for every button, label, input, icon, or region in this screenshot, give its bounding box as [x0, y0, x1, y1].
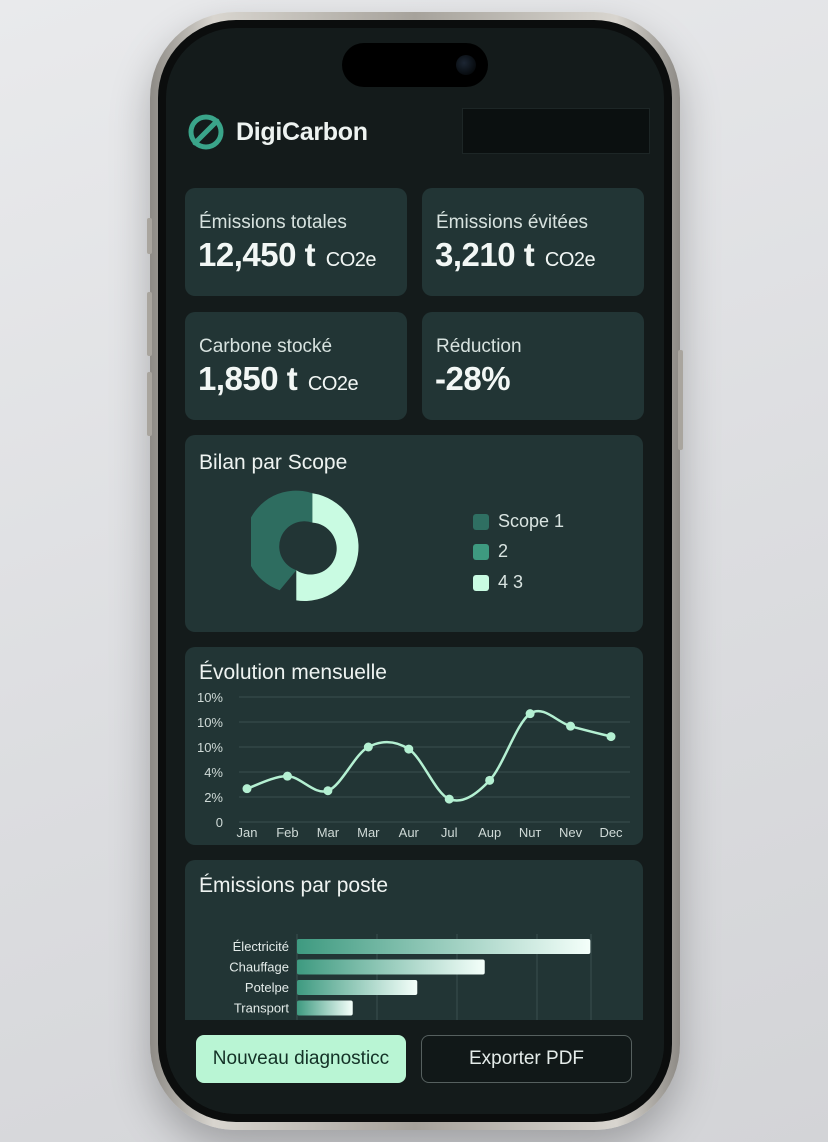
camera-icon [456, 55, 476, 75]
donut-segment-scope-3 [296, 493, 359, 602]
x-tick-label: Jan [237, 825, 258, 840]
kpi-label: Carbone stocké [199, 336, 333, 357]
legend-item-scope-2: 2 [473, 541, 508, 562]
monthly-line-chart: 10% 10% 10% 4% 2% 0 Jan Feb Mar Mar Aur Jul Aup Nuт Ne… [197, 690, 630, 840]
kpi-value: 1,850 t CO2e [198, 360, 359, 397]
kpi-label: Réduction [436, 336, 522, 357]
kpi-card-avoided-emissions[interactable]: Émissions évitées 3,210 t CO2e [422, 188, 644, 296]
volume-down-button [147, 372, 152, 436]
series-line [246, 710, 612, 802]
legend-label: 4 3 [498, 572, 524, 592]
kpi-card-stored-carbon[interactable]: Carbone stocké 1,850 t CO2e [185, 312, 407, 420]
bar [297, 1000, 353, 1016]
x-tick-label: Mar [317, 825, 340, 840]
kpi-value: 3,210 t CO2e [435, 236, 596, 273]
data-point [242, 784, 252, 794]
y-tick-label: 2% [204, 790, 223, 805]
bar-label: Électricité [233, 939, 289, 954]
export-pdf-button[interactable]: Exporter PDF [421, 1035, 632, 1083]
x-tick-label: Dec [599, 825, 623, 840]
x-tick-label: Jul [441, 825, 458, 840]
legend-label: Scope 1 [498, 511, 565, 531]
y-tick-label: 10% [197, 715, 223, 730]
monthly-card[interactable]: Évolution mensuelle 10% 10% 10% 4% 2% 0 Jan Feb… [185, 647, 643, 845]
scope-title: Bilan par Scope [199, 451, 348, 474]
volume-up-button [147, 292, 152, 356]
data-point [566, 721, 576, 731]
x-tick-label: Aup [478, 825, 501, 840]
legend-swatch [473, 574, 489, 591]
data-point [485, 775, 495, 785]
scope-card[interactable]: Bilan par Scope Scope 1 2 4 3 [185, 435, 643, 632]
legend-item-scope-1: Scope 1 [473, 511, 564, 532]
bar [297, 980, 418, 995]
data-point [323, 786, 333, 796]
power-button [678, 350, 683, 450]
kpi-label: Émissions totales [199, 212, 347, 233]
x-tick-label: Nev [559, 825, 583, 840]
legend-swatch [473, 513, 489, 530]
data-point [404, 744, 414, 754]
app-screen: DigiCarbon Émissions totales 12,450 t CO… [166, 28, 664, 1114]
x-tick-label: Mar [357, 825, 380, 840]
silent-switch [147, 218, 152, 254]
dynamic-island [342, 43, 488, 87]
new-diagnostic-button[interactable]: Nouveau diagnosticc [196, 1035, 406, 1083]
scope-donut-chart [251, 490, 359, 602]
legend-swatch [473, 543, 489, 560]
donut-segment-scope-1 [251, 490, 313, 591]
data-point [282, 771, 292, 781]
legend-item-scope-3: 4 3 [473, 572, 523, 593]
x-tick-label: Feb [276, 825, 298, 840]
app-name: DigiCarbon [236, 117, 368, 146]
y-tick-label: 10% [197, 740, 223, 755]
app-header: DigiCarbon [186, 112, 368, 152]
poste-card[interactable]: Émissions par poste Électricité Chauffage… [185, 860, 643, 1036]
header-placeholder-box [462, 108, 650, 154]
data-point [444, 794, 454, 804]
bar [297, 959, 485, 975]
data-point [606, 732, 616, 742]
bar-label: Chauffage [229, 960, 289, 975]
kpi-value: -28% [435, 360, 511, 397]
y-tick-label: 10% [197, 690, 223, 705]
bar-label: Transport [234, 1001, 290, 1016]
monthly-title: Évolution mensuelle [199, 661, 387, 684]
poste-bar-chart: ÉlectricitéChauffagePotelpeTransportTran… [229, 934, 592, 1036]
bar-label: Potelpe [245, 980, 289, 995]
data-point [525, 709, 535, 719]
bar [297, 939, 591, 954]
slashed-circle-icon [188, 114, 224, 150]
data-point [363, 742, 373, 752]
poste-title: Émissions par poste [199, 874, 389, 897]
x-tick-label: Nuт [519, 825, 542, 840]
kpi-card-total-emissions[interactable]: Émissions totales 12,450 t CO2e [185, 188, 407, 296]
x-tick-label: Aur [399, 825, 420, 840]
legend-label: 2 [498, 541, 509, 561]
kpi-value: 12,450 t CO2e [198, 236, 377, 273]
y-tick-label: 0 [216, 815, 223, 830]
kpi-card-reduction[interactable]: Réduction -28% [422, 312, 644, 420]
kpi-label: Émissions évitées [436, 212, 589, 233]
y-tick-label: 4% [204, 765, 223, 780]
